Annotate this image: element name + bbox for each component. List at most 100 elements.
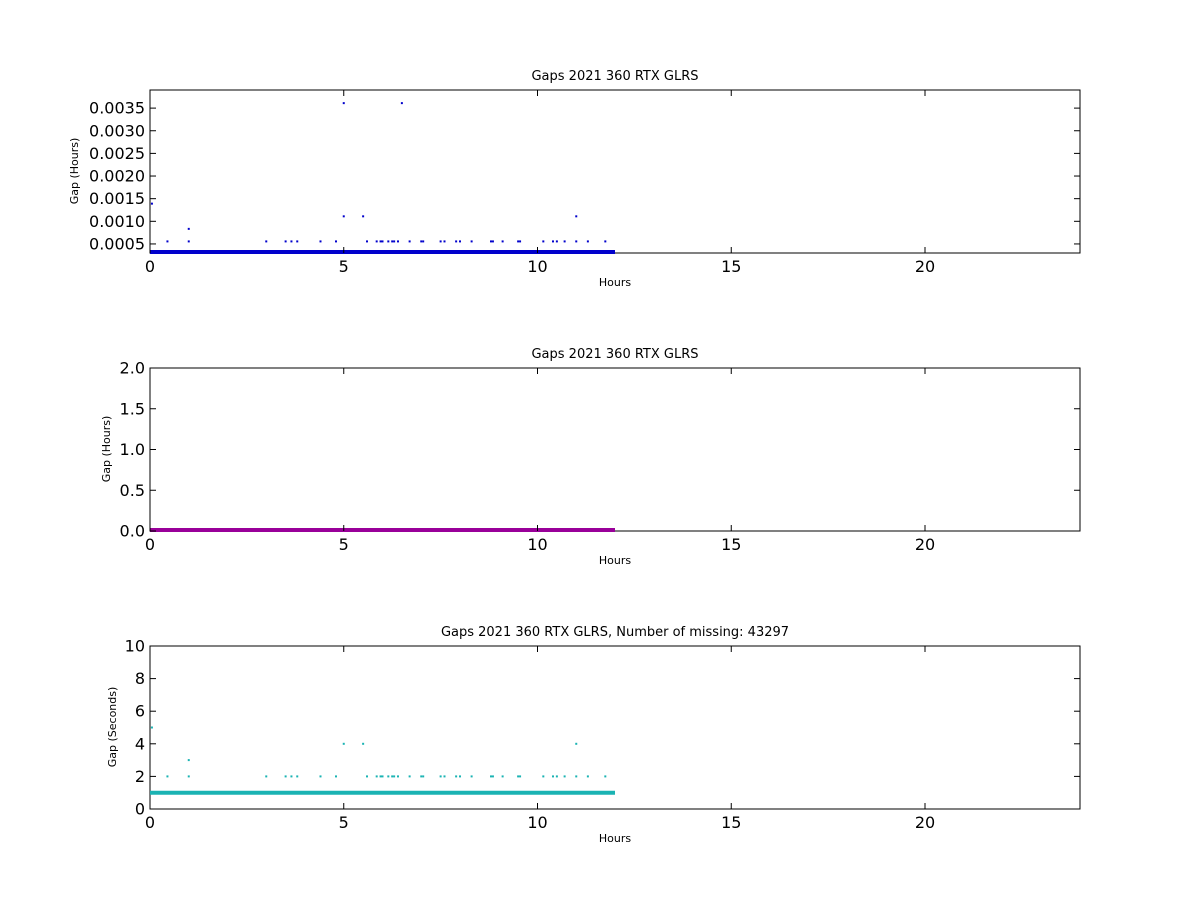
- y-tick-label: 0.0020: [89, 167, 145, 186]
- panel-3-ylabel: Gap (Seconds): [106, 687, 119, 768]
- y-tick-label: 0.0035: [89, 99, 145, 118]
- data-point: [470, 240, 473, 243]
- data-point: [422, 240, 425, 243]
- y-tick-label: 0.0010: [89, 212, 145, 231]
- data-point: [187, 775, 190, 778]
- data-point: [290, 775, 293, 778]
- data-point: [335, 240, 337, 243]
- data-point: [586, 240, 589, 243]
- panel-2-title: Gaps 2021 360 RTX GLRS: [531, 347, 698, 362]
- data-point: [604, 775, 607, 778]
- data-point: [381, 240, 384, 243]
- panel-3-axes-frame: [149, 645, 1081, 810]
- data-point: [187, 759, 190, 762]
- data-point: [439, 240, 442, 243]
- data-point: [290, 240, 293, 243]
- x-tick-label: 15: [721, 257, 741, 276]
- y-tick-label: 4: [135, 734, 145, 753]
- data-point: [187, 240, 190, 243]
- data-point: [296, 240, 299, 243]
- x-tick-label: 5: [339, 535, 349, 554]
- panel-1-ylabel: Gap (Hours): [68, 138, 81, 205]
- data-point: [366, 240, 368, 243]
- data-point: [555, 775, 558, 778]
- data-point: [491, 240, 494, 243]
- data-point: [166, 240, 169, 243]
- data-point: [575, 215, 578, 218]
- data-point: [563, 240, 566, 243]
- panel-2-xlabel: Hours: [599, 554, 631, 567]
- y-tick-label: 0.0025: [89, 144, 145, 163]
- data-point: [375, 240, 378, 243]
- data-point: [342, 215, 345, 218]
- x-tick-label: 10: [527, 257, 547, 276]
- panel-2-ylabel: Gap (Hours): [100, 416, 113, 483]
- x-tick-label: 10: [527, 813, 547, 832]
- x-tick-label: 5: [339, 813, 349, 832]
- data-point: [542, 775, 545, 778]
- data-point: [455, 775, 458, 778]
- data-point: [455, 240, 458, 243]
- x-tick-label: 0: [145, 813, 155, 832]
- x-tick-label: 5: [339, 257, 349, 276]
- data-point: [470, 775, 473, 778]
- data-point: [342, 102, 345, 105]
- data-point: [296, 775, 299, 778]
- y-tick-label: 2.0: [120, 359, 145, 378]
- data-point: [393, 775, 396, 778]
- data-point: [575, 240, 578, 243]
- data-point: [517, 240, 520, 243]
- y-tick-label: 0.0: [120, 522, 145, 541]
- data-point: [265, 775, 268, 778]
- data-point: [379, 775, 382, 778]
- data-point: [319, 240, 322, 243]
- data-point: [604, 240, 607, 243]
- y-tick-label: 0.0030: [89, 121, 145, 140]
- data-point: [517, 775, 520, 778]
- data-point: [408, 775, 411, 778]
- data-point: [459, 775, 461, 778]
- panel-1: Gaps 2021 360 RTX GLRS 0 5 10 15 20 0.0005 0.0…: [68, 69, 1081, 289]
- panel-3-marks: [150, 726, 615, 795]
- data-point: [265, 240, 268, 243]
- data-point: [166, 775, 169, 778]
- data-point: [387, 240, 390, 243]
- panel-1-ticks: 0 5 10 15 20 0.0005 0.0010 0.0015 0.0020 0.0025 0.…: [89, 90, 1080, 276]
- data-point: [391, 775, 394, 778]
- panel-3-ticks: 0 5 10 15 20 0 2 4 6 8 10: [125, 637, 1080, 832]
- data-point: [397, 240, 399, 243]
- data-point: [391, 240, 394, 243]
- data-point: [284, 240, 287, 243]
- y-tick-label: 0: [135, 800, 145, 819]
- data-point: [552, 240, 554, 243]
- x-tick-label: 15: [721, 813, 741, 832]
- panel-1-xlabel: Hours: [599, 276, 631, 289]
- data-point: [408, 240, 411, 243]
- y-tick-label: 8: [135, 669, 145, 688]
- panel-3-title: Gaps 2021 360 RTX GLRS, Number of missin…: [441, 625, 789, 640]
- data-point: [397, 775, 399, 778]
- data-point: [519, 775, 522, 778]
- data-point: [381, 775, 384, 778]
- data-point: [519, 240, 522, 243]
- y-tick-label: 1.0: [120, 440, 145, 459]
- data-point: [563, 775, 566, 778]
- data-point: [284, 775, 287, 778]
- panel-3-xlabel: Hours: [599, 832, 631, 845]
- data-point: [379, 240, 382, 243]
- panel-2: Gaps 2021 360 RTX GLRS 0 5 10 15 20 0.0 0.5 1.0…: [100, 347, 1081, 567]
- y-tick-label: 1.5: [120, 399, 145, 418]
- data-point: [335, 775, 337, 778]
- data-point: [422, 775, 425, 778]
- data-point: [366, 775, 368, 778]
- data-point: [187, 227, 190, 230]
- data-point: [555, 240, 558, 243]
- panel-2-ticks: 0 5 10 15 20 0.0 0.5 1.0 1.5 2.0: [120, 359, 1080, 554]
- data-point: [362, 215, 365, 218]
- y-tick-label: 0.0015: [89, 189, 145, 208]
- data-point: [542, 240, 545, 243]
- data-point: [150, 202, 153, 205]
- data-point: [491, 775, 494, 778]
